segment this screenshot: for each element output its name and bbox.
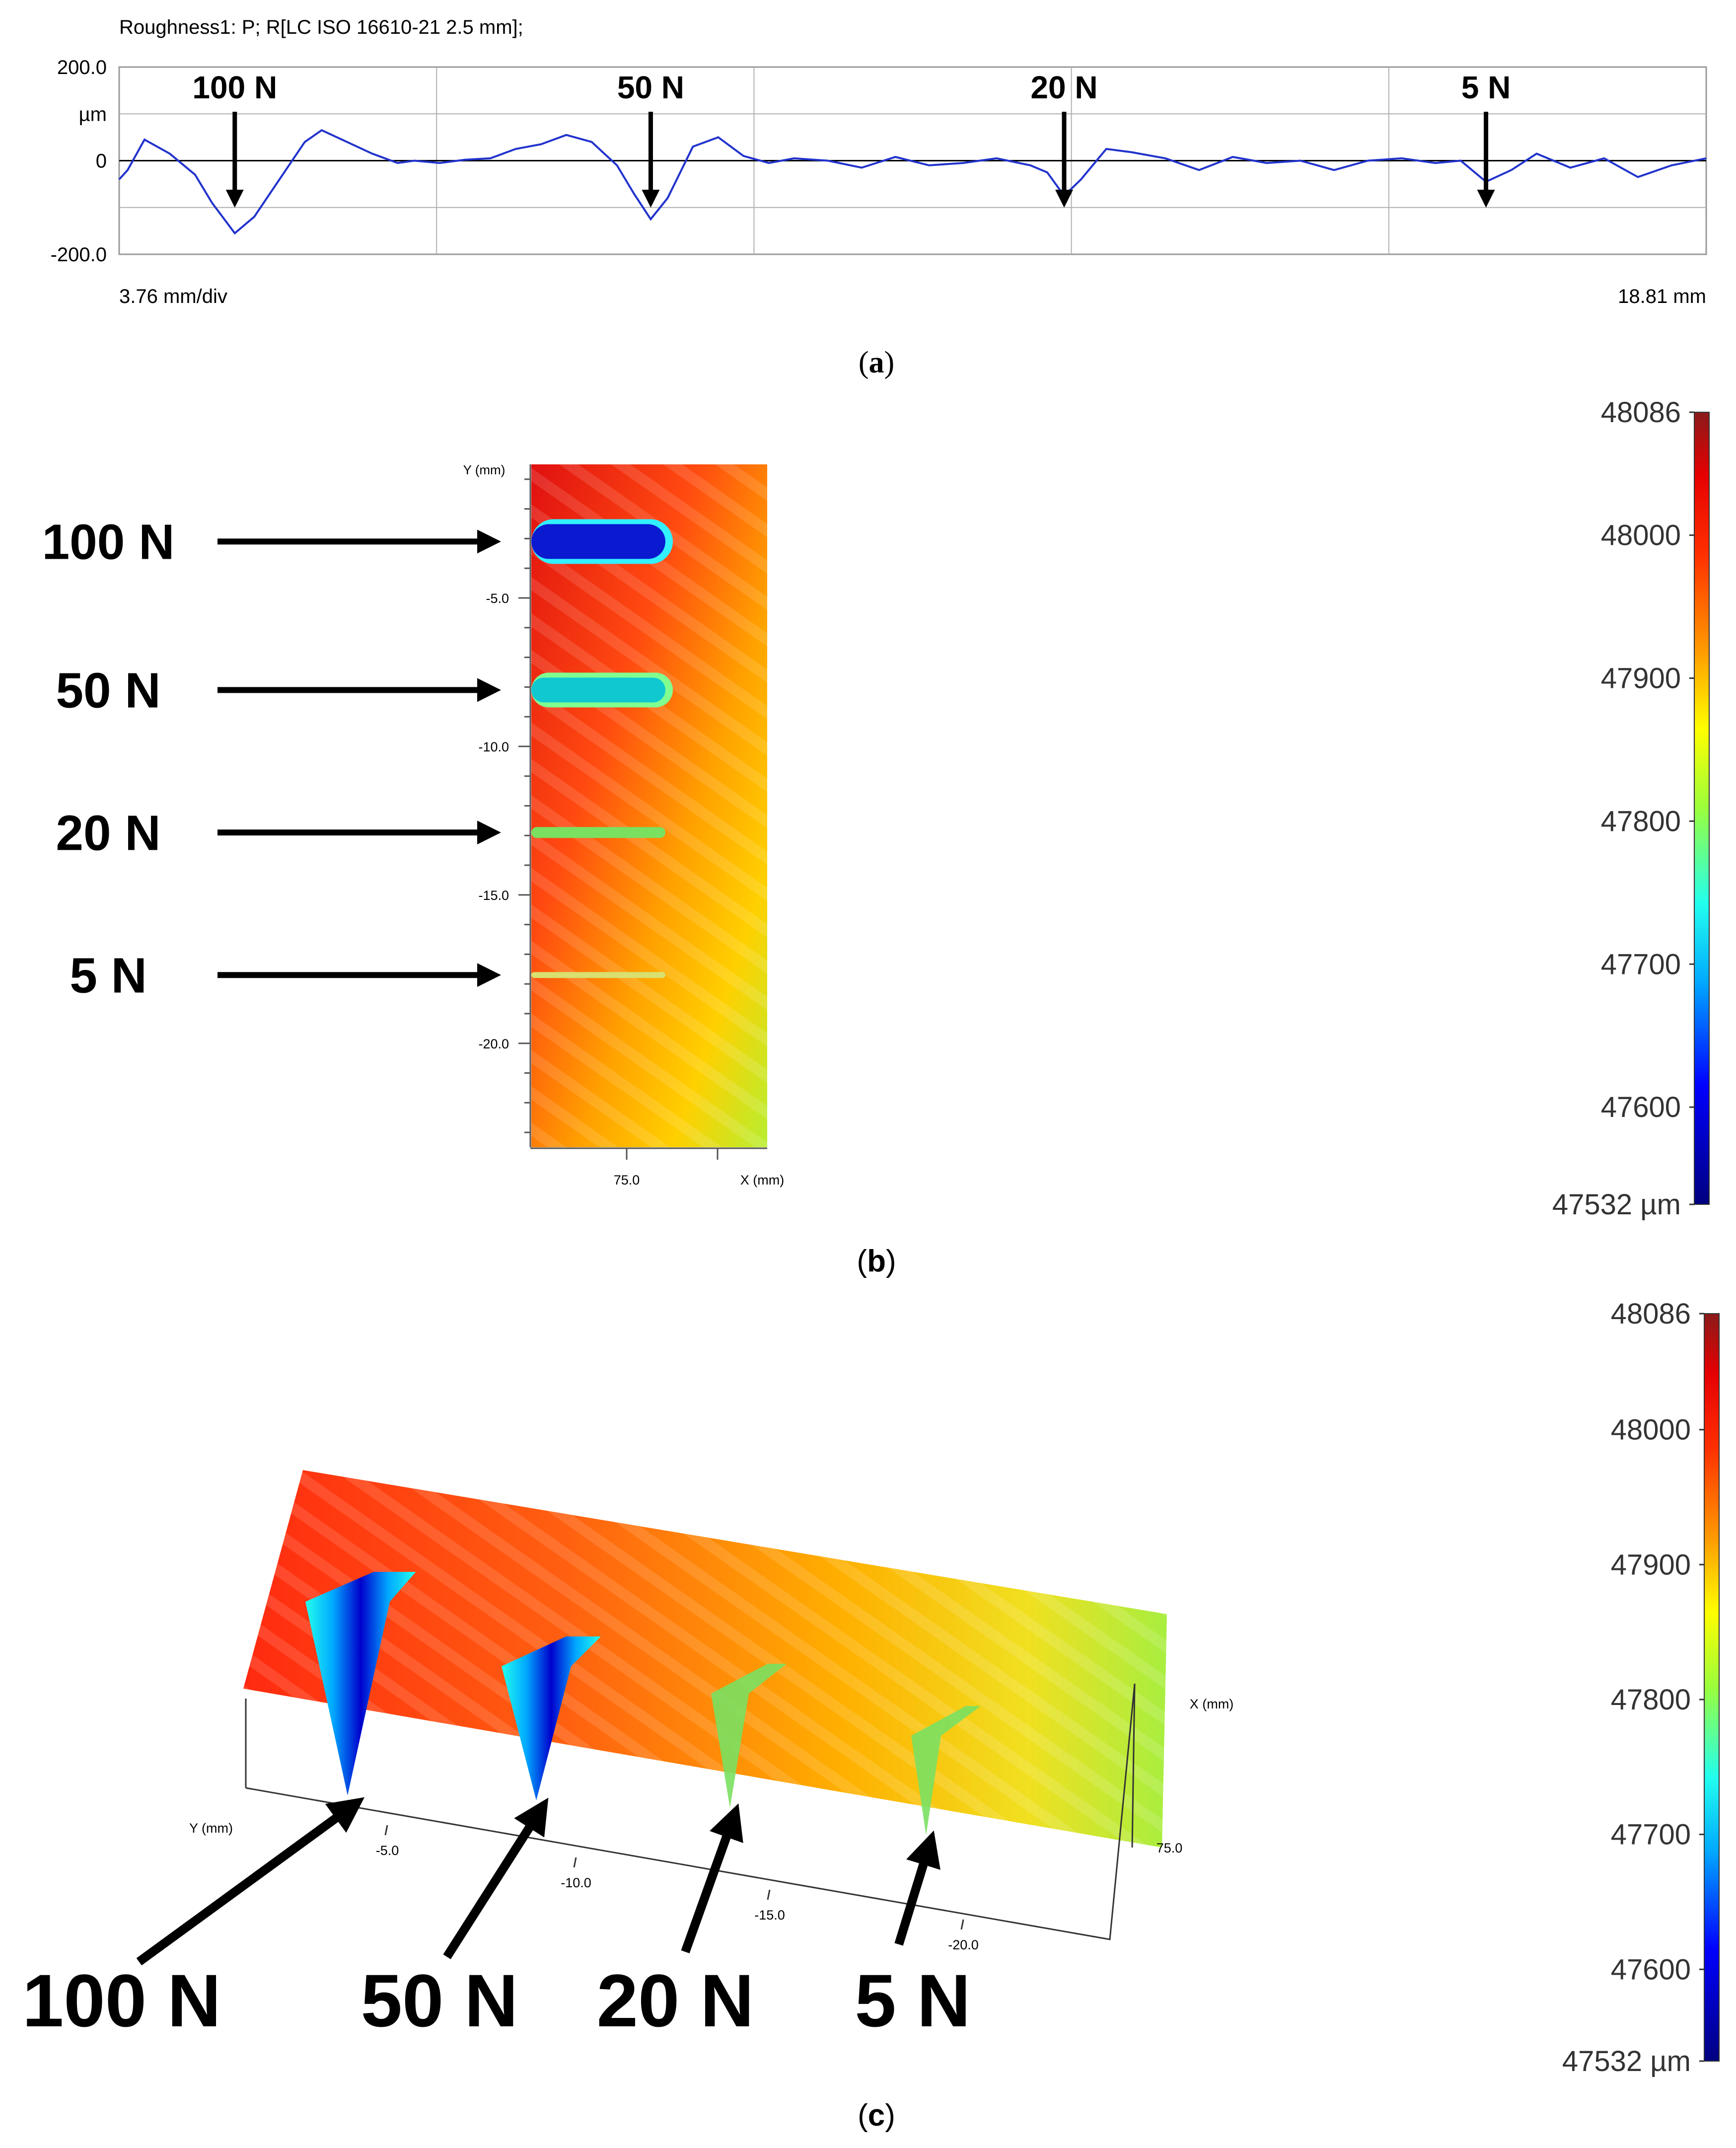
y-tick-label: -20.0 — [478, 1037, 509, 1051]
caption-b-letter: b — [867, 1244, 886, 1278]
load-label: 20 N — [597, 1959, 754, 2042]
colorbar-tick-label: 48000 — [1611, 1414, 1691, 1446]
y-tick-label: -10.0 — [561, 1875, 591, 1890]
scratch-groove — [305, 1572, 416, 1795]
arrow — [681, 1803, 743, 1954]
scratch-grooves — [305, 1572, 981, 1835]
y-tick-mark — [960, 1919, 964, 1930]
caption-a: (a) — [859, 346, 894, 379]
colorbar-tick-label: 47900 — [1611, 1549, 1691, 1581]
scratch-groove — [911, 1706, 981, 1835]
load-label: 50 N — [617, 70, 684, 105]
panel-c-x-tick: 75.0 — [1157, 1841, 1183, 1855]
y-tick-mark — [384, 1825, 388, 1836]
surface-texture — [531, 464, 767, 1147]
panel-c-y-axis-title: Y (mm) — [189, 1821, 233, 1836]
scratch-groove — [502, 1636, 601, 1800]
panel-c-box-right — [1131, 1683, 1136, 1848]
scratch-mark — [531, 972, 665, 978]
colorbar-b: 48086 48000 47900 47800 47700 47600 47532 µm — [1552, 396, 1710, 1221]
panel-c-box-frame — [245, 1683, 1136, 1940]
y-tick-label: -10.0 — [478, 740, 509, 754]
y-tick-label: -5.0 — [486, 591, 509, 606]
load-label: 5 N — [70, 948, 147, 1003]
panel-b-y-ticks: -5.0 -10.0 -15.0 -20.0 — [478, 478, 530, 1133]
arrow — [136, 1797, 365, 1966]
y-tick-label: 0 — [96, 150, 107, 172]
panel-b-x-axis-title: X (mm) — [740, 1173, 784, 1187]
load-label: 20 N — [56, 805, 160, 861]
y-tick-mark — [573, 1857, 577, 1868]
load-label: 50 N — [56, 663, 160, 718]
colorbar-tick-label: 48000 — [1601, 519, 1681, 552]
y-tick-label: 200.0 — [57, 57, 107, 78]
colorbar-tick-label: 47800 — [1611, 1684, 1691, 1716]
scratch-mark — [531, 524, 665, 559]
panel-b: Y (mm) -5.0 -10.0 -15.0 -20.0 75.0 X (mm) 1… — [42, 396, 1710, 1221]
colorbar-tick-label: 47700 — [1611, 1819, 1691, 1851]
load-label: 50 N — [361, 1959, 518, 2042]
colorbar-tick-label: 47800 — [1601, 805, 1681, 837]
colorbar-tick-label: 47900 — [1601, 663, 1681, 695]
x-scale-label: 3.76 mm/div — [119, 286, 227, 307]
load-label: 100 N — [22, 1959, 221, 2042]
panel-b-x-tick: 75.0 — [614, 1173, 640, 1187]
panel-a: Roughness1: P; R[LC ISO 16610-21 2.5 mm]… — [51, 16, 1707, 307]
colorbar-tick-label: 48086 — [1611, 1298, 1691, 1330]
caption-c-letter: c — [868, 2098, 885, 2133]
colorbar-tick-label: 47600 — [1611, 1953, 1691, 1986]
y-tick-label: -15.0 — [754, 1908, 785, 1923]
colorbar-tick-label: 47532 µm — [1552, 1188, 1681, 1221]
profile-line — [118, 129, 1707, 235]
load-label: 100 N — [42, 514, 175, 570]
y-tick-label: -200.0 — [51, 244, 107, 266]
colorbar-gradient — [1694, 412, 1710, 1205]
panel-a-title: Roughness1: P; R[LC ISO 16610-21 2.5 mm]… — [119, 16, 523, 38]
y-tick-label: -20.0 — [948, 1937, 979, 1952]
colorbar-tick-label: 48086 — [1601, 396, 1681, 429]
caption-b: (b) — [857, 1244, 896, 1278]
colorbar-gradient — [1704, 1313, 1720, 2062]
colorbar-tick-label: 47700 — [1601, 948, 1681, 980]
arrow — [894, 1830, 940, 1946]
y-tick-label: -15.0 — [478, 888, 509, 903]
y-tick-label: µm — [79, 103, 107, 125]
surface-3d-texture — [243, 1470, 1167, 1848]
x-end-label: 18.81 mm — [1618, 286, 1706, 307]
colorbar-tick-label: 47600 — [1601, 1091, 1681, 1123]
arrow — [443, 1797, 549, 1959]
colorbar-c: 48086 48000 47900 47800 47700 47600 47532 µm — [1562, 1298, 1720, 2077]
load-label: 100 N — [192, 70, 277, 105]
scratch-mark — [531, 677, 665, 703]
panel-a-y-ticks: 200.0 µm 0 -200.0 — [51, 57, 107, 266]
caption-c: (c) — [858, 2098, 895, 2133]
caption-a-letter: a — [869, 346, 884, 379]
panel-b-y-axis-title: Y (mm) — [463, 462, 506, 477]
panel-c-x-axis-title: X (mm) — [1190, 1697, 1233, 1711]
panel-c-load-labels: 100 N 50 N 20 N 5 N — [22, 1797, 971, 2042]
colorbar-tick-label: 47532 µm — [1562, 2045, 1691, 2077]
scratch-mark — [531, 827, 665, 838]
load-label: 20 N — [1030, 70, 1097, 105]
panel-c-y-ticks: -5.0 -10.0 -15.0 -20.0 — [376, 1825, 979, 1952]
load-label: 5 N — [1461, 70, 1511, 105]
scratch-groove — [711, 1664, 787, 1808]
panel-b-load-labels: 100 N 50 N 20 N 5 N — [42, 514, 501, 1003]
panel-c: -5.0 -10.0 -15.0 -20.0 Y (mm) X (mm) 75.0 1… — [22, 1298, 1720, 2077]
load-label: 5 N — [855, 1959, 970, 2042]
panel-a-annotations: 100 N 50 N 20 N 5 N — [192, 70, 1511, 208]
y-tick-label: -5.0 — [376, 1843, 399, 1858]
scratch-marks — [531, 519, 673, 978]
y-tick-mark — [767, 1889, 771, 1900]
